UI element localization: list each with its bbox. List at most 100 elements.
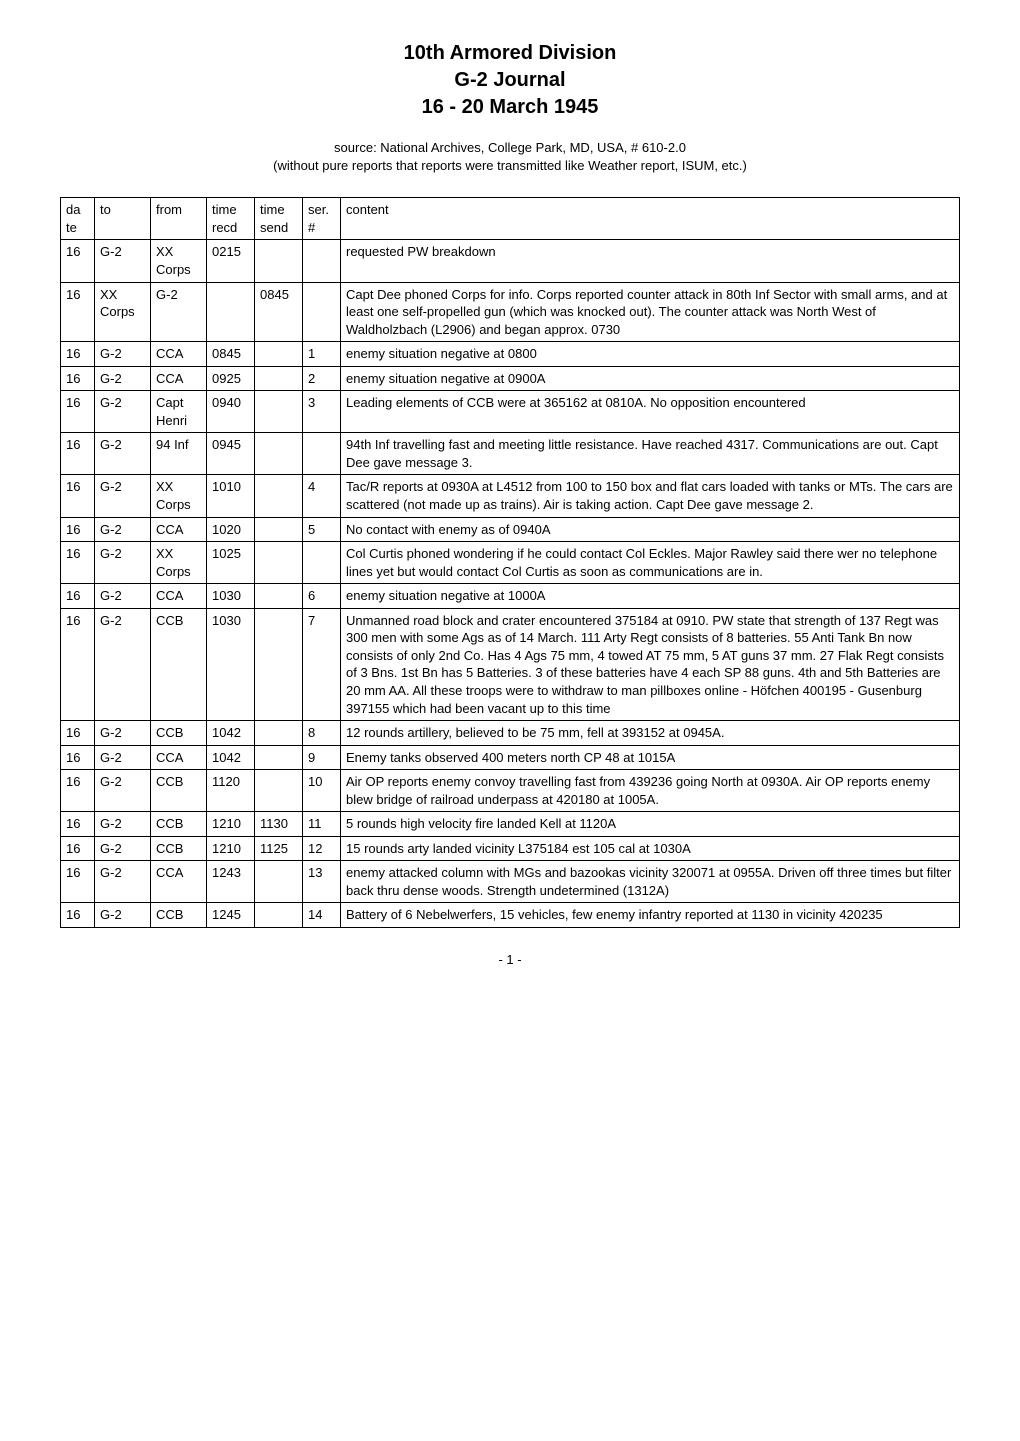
title-line-3: 16 - 20 March 1945 <box>60 94 960 121</box>
cell-ser <box>303 240 341 282</box>
cell-date: 16 <box>61 366 95 391</box>
cell-from: 94 Inf <box>151 433 207 475</box>
page-number: - 1 - <box>60 952 960 967</box>
cell-content: Leading elements of CCB were at 365162 a… <box>341 391 960 433</box>
cell-to: G-2 <box>95 745 151 770</box>
cell-to: G-2 <box>95 608 151 720</box>
col-from: from <box>151 198 207 240</box>
cell-trecd: 0845 <box>207 342 255 367</box>
cell-date: 16 <box>61 391 95 433</box>
cell-from: CCB <box>151 903 207 928</box>
col-content: content <box>341 198 960 240</box>
cell-ser: 6 <box>303 584 341 609</box>
cell-trecd: 1020 <box>207 517 255 542</box>
cell-from: CCA <box>151 366 207 391</box>
cell-ser: 14 <box>303 903 341 928</box>
cell-to: G-2 <box>95 240 151 282</box>
cell-trecd: 1120 <box>207 770 255 812</box>
cell-tsend <box>255 745 303 770</box>
cell-trecd: 1010 <box>207 475 255 517</box>
cell-ser <box>303 282 341 342</box>
cell-trecd: 0215 <box>207 240 255 282</box>
cell-date: 16 <box>61 721 95 746</box>
cell-to: G-2 <box>95 770 151 812</box>
cell-from: XX Corps <box>151 475 207 517</box>
cell-content: No contact with enemy as of 0940A <box>341 517 960 542</box>
cell-content: enemy situation negative at 0900A <box>341 366 960 391</box>
cell-to: G-2 <box>95 861 151 903</box>
table-row: 16G-2CCA08451enemy situation negative at… <box>61 342 960 367</box>
table-row: 16XX CorpsG-20845Capt Dee phoned Corps f… <box>61 282 960 342</box>
cell-tsend <box>255 240 303 282</box>
cell-date: 16 <box>61 542 95 584</box>
cell-to: G-2 <box>95 903 151 928</box>
cell-to: G-2 <box>95 812 151 837</box>
cell-tsend <box>255 433 303 475</box>
cell-ser: 5 <box>303 517 341 542</box>
cell-date: 16 <box>61 342 95 367</box>
table-row: 16G-2CCB121011251215 rounds arty landed … <box>61 836 960 861</box>
table-row: 16G-2XX Corps1025Col Curtis phoned wonde… <box>61 542 960 584</box>
cell-to: G-2 <box>95 721 151 746</box>
cell-tsend <box>255 542 303 584</box>
cell-ser: 1 <box>303 342 341 367</box>
cell-ser <box>303 433 341 475</box>
cell-ser: 10 <box>303 770 341 812</box>
table-row: 16G-2CCB124514Battery of 6 Nebelwerfers,… <box>61 903 960 928</box>
cell-content: requested PW breakdown <box>341 240 960 282</box>
cell-content: Battery of 6 Nebelwerfers, 15 vehicles, … <box>341 903 960 928</box>
cell-from: CCB <box>151 608 207 720</box>
cell-to: G-2 <box>95 342 151 367</box>
cell-from: CCB <box>151 812 207 837</box>
document-title: 10th Armored Division G-2 Journal 16 - 2… <box>60 40 960 121</box>
cell-content: Tac/R reports at 0930A at L4512 from 100… <box>341 475 960 517</box>
cell-to: G-2 <box>95 391 151 433</box>
table-row: 16G-2CCA10306enemy situation negative at… <box>61 584 960 609</box>
cell-tsend <box>255 475 303 517</box>
cell-ser: 11 <box>303 812 341 837</box>
table-row: 16G-2CCA10429Enemy tanks observed 400 me… <box>61 745 960 770</box>
table-row: 16G-2CCB112010Air OP reports enemy convo… <box>61 770 960 812</box>
table-row: 16G-2Capt Henri09403Leading elements of … <box>61 391 960 433</box>
cell-trecd: 1245 <box>207 903 255 928</box>
table-row: 16G-2XX Corps10104Tac/R reports at 0930A… <box>61 475 960 517</box>
cell-date: 16 <box>61 475 95 517</box>
table-row: 16G-2CCB10307Unmanned road block and cra… <box>61 608 960 720</box>
cell-tsend <box>255 366 303 391</box>
cell-tsend <box>255 903 303 928</box>
cell-from: Capt Henri <box>151 391 207 433</box>
cell-date: 16 <box>61 812 95 837</box>
journal-table: da te to from time recd time send ser. #… <box>60 197 960 928</box>
table-row: 16G-2CCB1042812 rounds artillery, believ… <box>61 721 960 746</box>
cell-content: Col Curtis phoned wondering if he could … <box>341 542 960 584</box>
cell-trecd: 1210 <box>207 836 255 861</box>
cell-from: XX Corps <box>151 542 207 584</box>
cell-tsend <box>255 770 303 812</box>
col-ser: ser. # <box>303 198 341 240</box>
cell-trecd: 1030 <box>207 584 255 609</box>
table-header-row: da te to from time recd time send ser. #… <box>61 198 960 240</box>
cell-ser: 2 <box>303 366 341 391</box>
cell-from: CCA <box>151 861 207 903</box>
cell-from: CCA <box>151 584 207 609</box>
cell-to: G-2 <box>95 542 151 584</box>
cell-content: Enemy tanks observed 400 meters north CP… <box>341 745 960 770</box>
cell-date: 16 <box>61 240 95 282</box>
cell-from: G-2 <box>151 282 207 342</box>
col-date: da te <box>61 198 95 240</box>
cell-date: 16 <box>61 745 95 770</box>
cell-trecd: 0945 <box>207 433 255 475</box>
cell-date: 16 <box>61 584 95 609</box>
cell-date: 16 <box>61 282 95 342</box>
cell-from: CCB <box>151 770 207 812</box>
title-line-1: 10th Armored Division <box>60 40 960 67</box>
table-row: 16G-2CCA10205No contact with enemy as of… <box>61 517 960 542</box>
cell-to: XX Corps <box>95 282 151 342</box>
cell-content: 94th Inf travelling fast and meeting lit… <box>341 433 960 475</box>
cell-date: 16 <box>61 770 95 812</box>
cell-ser: 13 <box>303 861 341 903</box>
source-note: source: National Archives, College Park,… <box>60 139 960 175</box>
cell-from: CCB <box>151 721 207 746</box>
cell-tsend <box>255 861 303 903</box>
cell-from: CCA <box>151 745 207 770</box>
